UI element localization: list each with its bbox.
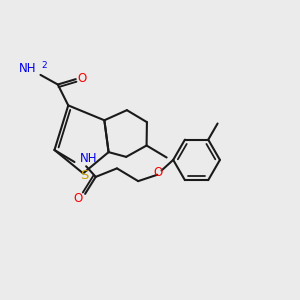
Text: 2: 2 [41,61,47,70]
Text: NH: NH [19,62,36,75]
Text: O: O [77,72,87,85]
Text: O: O [154,166,163,179]
Text: NH: NH [80,152,97,165]
Text: O: O [73,192,82,205]
Text: S: S [80,169,88,182]
